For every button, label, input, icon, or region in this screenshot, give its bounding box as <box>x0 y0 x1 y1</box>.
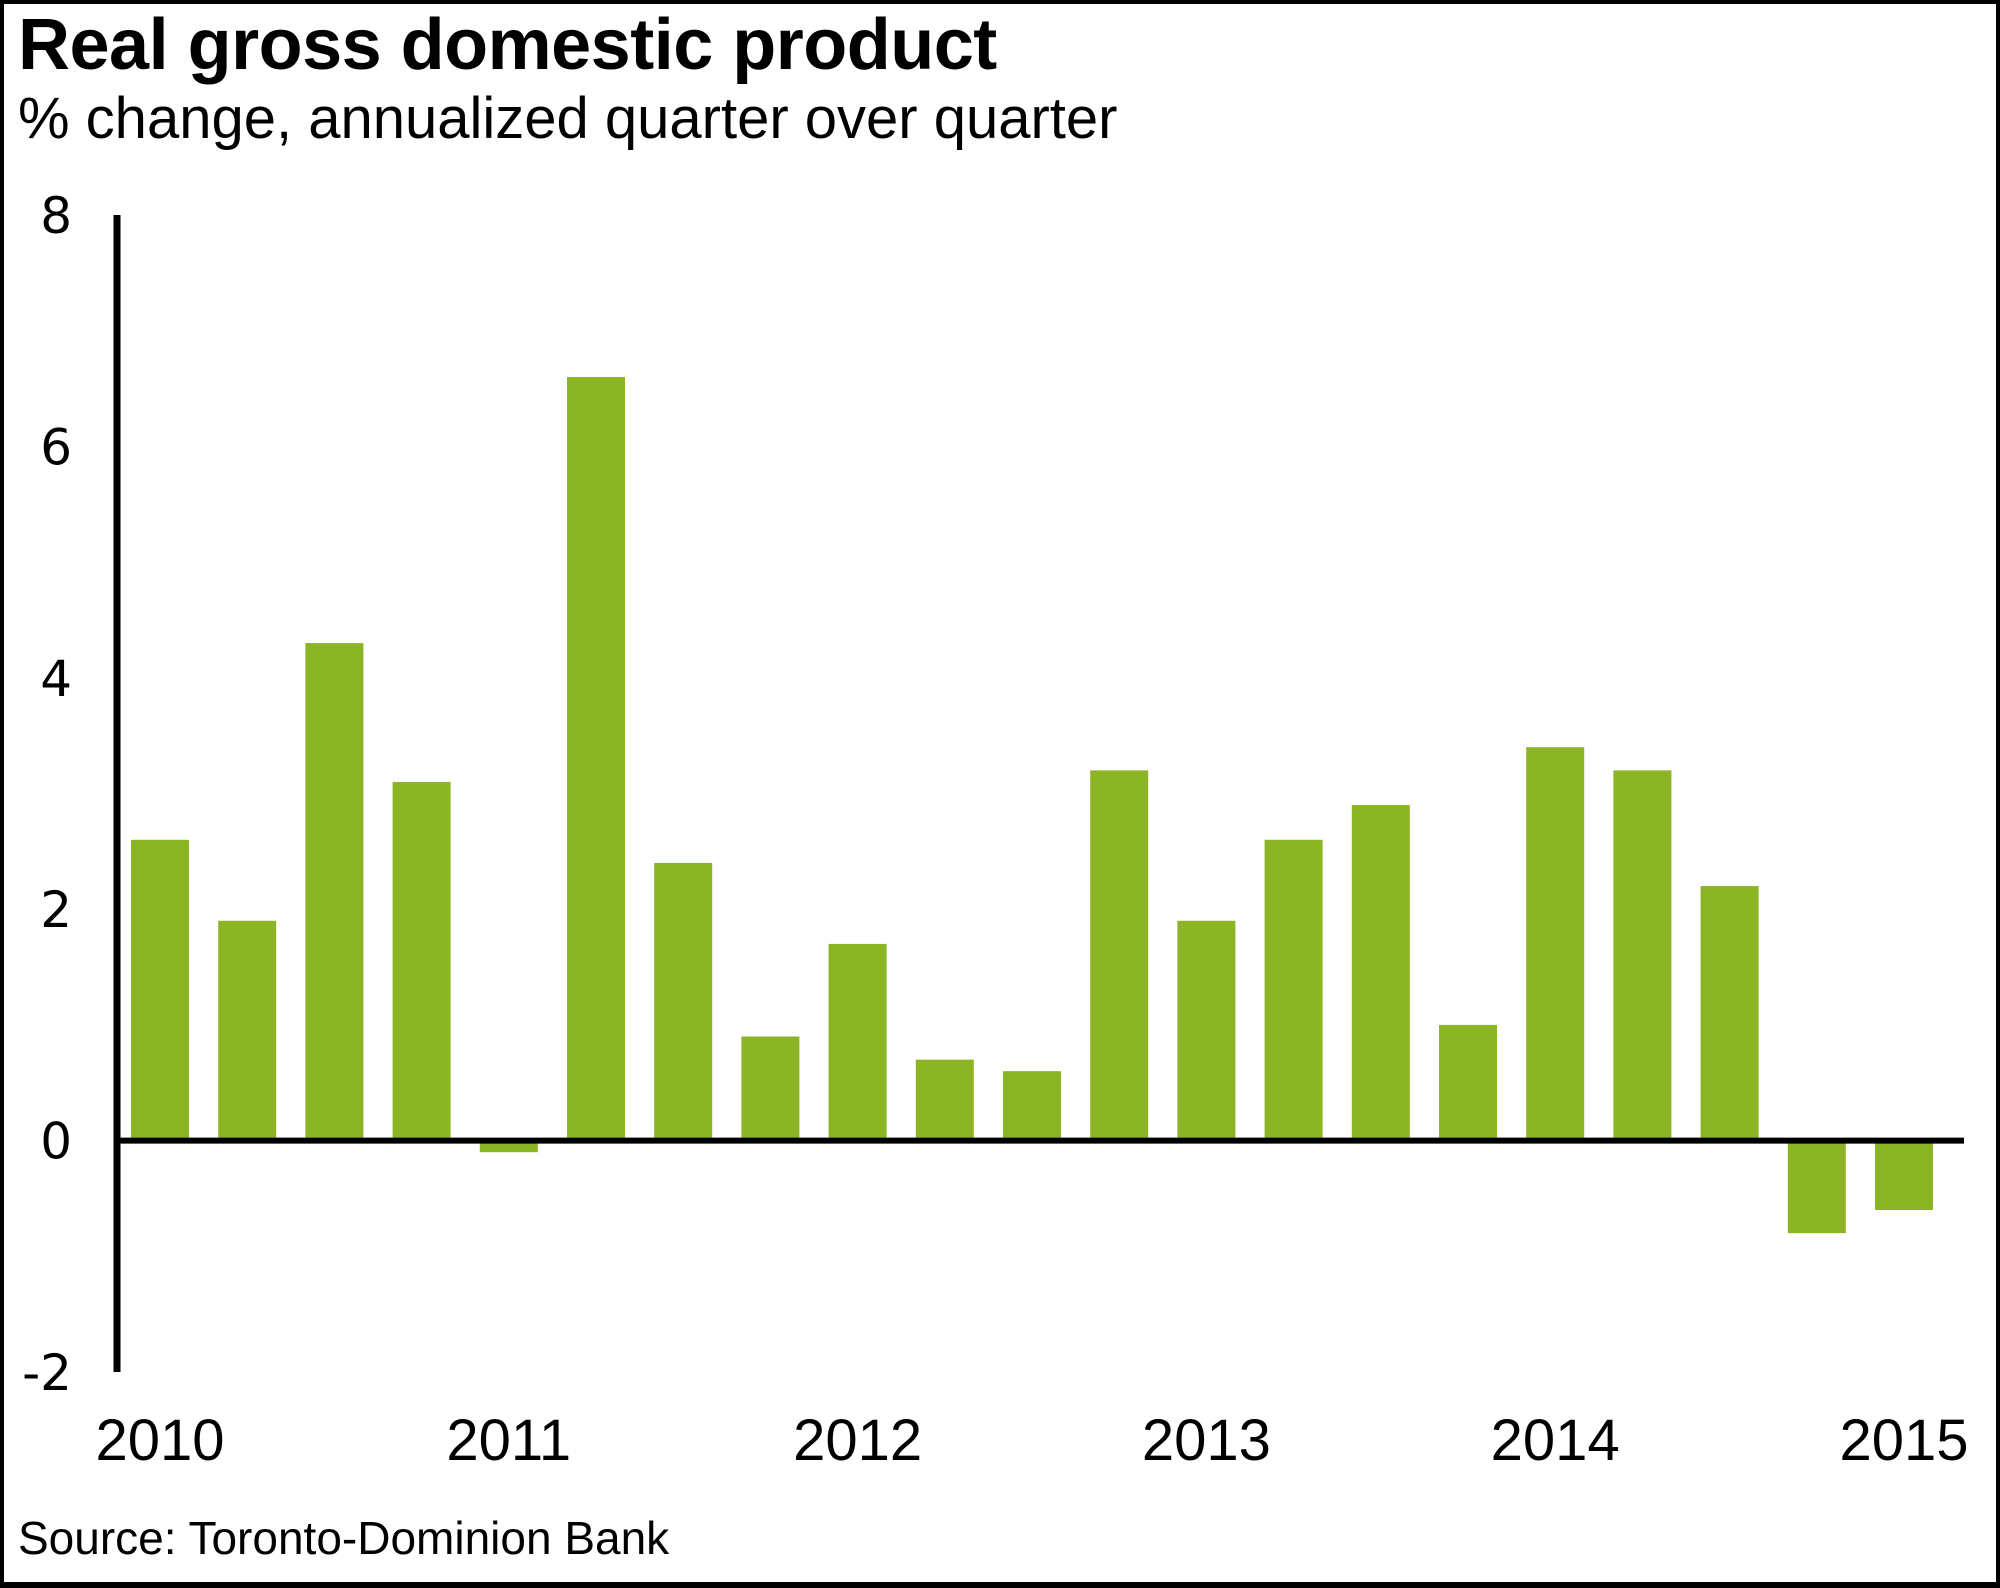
x-tick-label: 2014 <box>1491 1408 1620 1473</box>
bar-2015-q1 <box>1875 1140 1933 1211</box>
bars-group <box>131 376 1933 1234</box>
x-tick-labels: 2010 2011 2012 2013 2014 2015 <box>95 1408 1968 1473</box>
y-tick-label: 2 <box>40 881 72 939</box>
bar-2012-q4 <box>1090 770 1149 1141</box>
x-tick-label: 2013 <box>1142 1408 1271 1473</box>
bar-2011-q3 <box>654 862 713 1141</box>
x-tick-label: 2012 <box>793 1408 922 1473</box>
x-tick-label: 2011 <box>446 1408 571 1473</box>
y-tick-labels: 8 6 4 2 0 -2 <box>22 187 72 1402</box>
bar-2010-q3 <box>305 643 364 1141</box>
bar-2011-q2 <box>567 376 625 1141</box>
x-tick-label: 2010 <box>95 1408 224 1473</box>
source-note: Source: Toronto-Dominion Bank <box>18 1512 670 1564</box>
chart-title: Real gross domestic product <box>18 5 997 85</box>
bar-2013-q2 <box>1264 839 1323 1141</box>
bar-2013-q4 <box>1439 1024 1497 1141</box>
chart-subtitle: % change, annualized quarter over quarte… <box>18 86 1118 151</box>
bar-2014-q2 <box>1613 770 1672 1141</box>
bar-2014-q3 <box>1700 886 1759 1141</box>
bar-2011-q4 <box>741 1036 800 1141</box>
bar-2010-q4 <box>392 781 451 1141</box>
bar-2014-q1 <box>1526 747 1585 1141</box>
bar-2012-q2 <box>915 1059 974 1141</box>
bar-2014-q4 <box>1787 1140 1846 1234</box>
y-tick-label: 8 <box>40 187 72 245</box>
bar-2010-q2 <box>218 920 277 1141</box>
y-tick-label: 0 <box>40 1113 72 1171</box>
y-tick-label: 4 <box>40 650 72 708</box>
bar-2013-q3 <box>1351 805 1410 1141</box>
bar-2012-q3 <box>1003 1071 1061 1141</box>
bar-2013-q1 <box>1177 920 1236 1141</box>
y-tick-label: -2 <box>22 1344 72 1402</box>
bar-2010-q1 <box>131 839 189 1141</box>
bar-2011-q1 <box>479 1140 538 1153</box>
bar-2012-q1 <box>828 943 887 1141</box>
y-tick-label: 6 <box>40 418 72 476</box>
x-tick-label: 2015 <box>1839 1408 1968 1473</box>
